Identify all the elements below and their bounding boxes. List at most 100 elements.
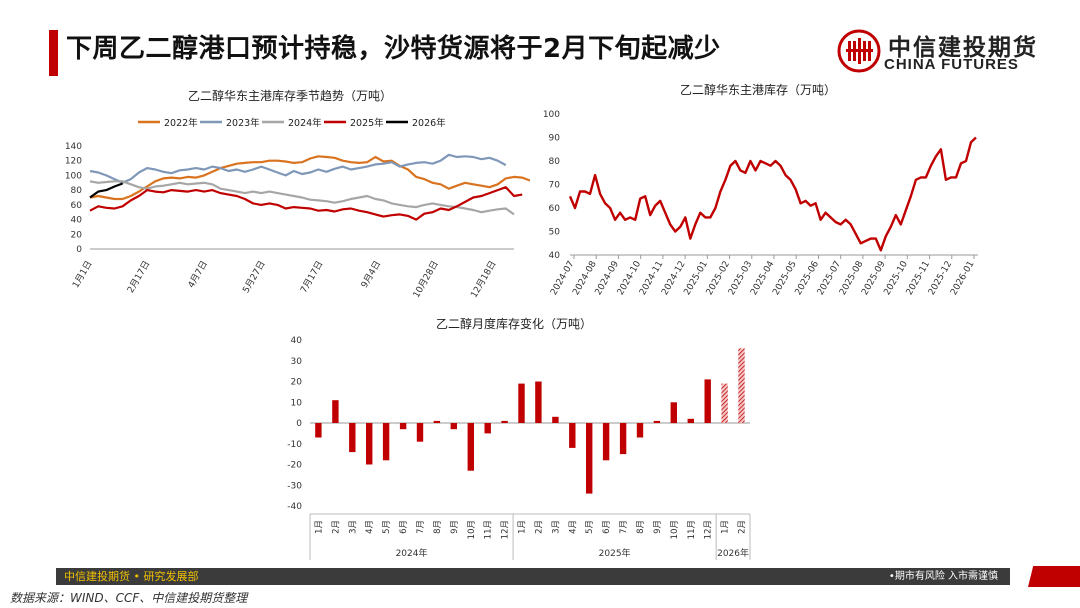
page-title: 下周乙二醇港口预计持稳，沙特货源将于2月下旬起减少 xyxy=(66,34,721,64)
x-tick-label: 4月 xyxy=(568,520,578,534)
title-accent-bar xyxy=(49,30,58,76)
bar-2025年-12月 xyxy=(704,379,711,423)
x-tick-label: 5月27日 xyxy=(241,259,268,295)
x-tick-label: 5月 xyxy=(382,520,392,534)
bar-2024年-11月 xyxy=(484,423,491,434)
y-tick-label: 100 xyxy=(65,171,82,181)
legend-label-4: 2026年 xyxy=(412,117,446,129)
x-tick-label: 12月 xyxy=(501,520,511,539)
bar-2026年-1月 xyxy=(721,383,728,423)
x-tick-label: 4月7日 xyxy=(186,259,210,290)
logo-emblem-icon xyxy=(837,29,881,73)
y-tick-label: -30 xyxy=(287,481,302,491)
bar-2025年-5月 xyxy=(586,423,593,494)
footer-bar xyxy=(56,568,1010,585)
chart-title: 乙二醇月度库存变化（万吨） xyxy=(436,316,592,331)
series-line-1 xyxy=(89,153,507,184)
y-tick-label: 30 xyxy=(291,357,303,367)
inventory-timeseries-chart: 乙二醇华东主港库存（万吨）4050607080901002024-072024-… xyxy=(543,82,978,297)
x-tick-label: 9月 xyxy=(653,520,663,534)
logo-text-en: CHINA FUTURES xyxy=(884,56,1019,73)
x-tick-label: 3月 xyxy=(348,520,358,534)
x-tick-label: 1月1日 xyxy=(70,259,94,290)
bar-2025年-4月 xyxy=(569,423,576,448)
bar-2025年-3月 xyxy=(552,416,559,423)
bar-2025年-7月 xyxy=(619,423,627,455)
y-tick-label: 100 xyxy=(543,110,560,120)
bar-2024年-5月 xyxy=(382,423,390,461)
x-tick-label: 9月 xyxy=(450,520,460,534)
bar-2024年-10月 xyxy=(467,423,474,471)
y-tick-label: 70 xyxy=(549,181,561,191)
bar-2024年-6月 xyxy=(399,423,407,430)
x-tick-label: 6月 xyxy=(399,520,409,534)
bar-2025年-11月 xyxy=(687,418,694,423)
chart-title: 乙二醇华东主港库存（万吨） xyxy=(680,82,836,97)
y-tick-label: -40 xyxy=(287,502,302,512)
bar-2024年-9月 xyxy=(450,423,457,430)
x-tick-label: 1月 xyxy=(518,520,528,534)
legend-label-3: 2025年 xyxy=(350,117,384,129)
series-line-2 xyxy=(89,180,515,216)
x-tick-label: 11月 xyxy=(687,520,697,539)
x-tick-label: 2月 xyxy=(738,520,748,534)
logo-text-cn: 中信建投期货 xyxy=(888,35,1038,61)
y-tick-label: 120 xyxy=(65,157,82,167)
bar-2025年-2月 xyxy=(535,381,542,423)
x-tick-label: 1月 xyxy=(721,520,731,534)
bar-2024年-4月 xyxy=(366,423,373,465)
y-tick-label: 80 xyxy=(549,157,561,167)
group-label: 2024年 xyxy=(396,547,428,559)
y-tick-label: 0 xyxy=(76,245,82,255)
seasonal-inventory-chart: 乙二醇华东主港库存季节趋势（万吨） 2022年 2023年 2024年 2025年 202… xyxy=(65,88,530,300)
bar-2025年-8月 xyxy=(636,423,644,438)
group-label: 2025年 xyxy=(599,547,631,559)
x-tick-label: 7月 xyxy=(416,520,426,534)
legend-label-0: 2022年 xyxy=(164,117,198,129)
y-tick-label: 80 xyxy=(71,186,83,196)
footer-risk-warning: •期市有风险 入市需谨慎 xyxy=(888,571,998,582)
x-tick-label: 4月 xyxy=(365,520,375,534)
x-tick-label: 7月 xyxy=(619,520,629,534)
series-line-4 xyxy=(89,182,123,199)
x-tick-label: 12月18日 xyxy=(469,259,499,300)
monthly-change-bar-chart: 乙二醇月度库存变化（万吨） -40 -30 -20 -10 0 10 20 30 40 1月 2月 3月… xyxy=(287,316,751,560)
x-tick-label: 10月 xyxy=(670,520,680,539)
x-tick-label: 2月 xyxy=(534,520,544,534)
x-tick-label: 9月4日 xyxy=(359,259,383,290)
y-tick-label: 90 xyxy=(549,134,561,144)
data-source: 数据来源：WIND、CCF、中信建投期货整理 xyxy=(10,591,248,605)
footer-red-accent xyxy=(1028,566,1080,587)
y-tick-label: 40 xyxy=(71,216,83,226)
y-tick-label: 10 xyxy=(291,398,303,408)
company-logo: 中信建投期货 CHINA FUTURES xyxy=(836,26,1036,78)
series-line-inventory xyxy=(568,136,977,252)
x-tick-label: 6月 xyxy=(602,520,612,534)
y-tick-label: 20 xyxy=(291,378,303,388)
legend-label-2: 2024年 xyxy=(288,117,322,129)
legend-label-1: 2023年 xyxy=(226,117,260,129)
bar-2026年-2月 xyxy=(738,348,745,423)
bar-2024年-12月 xyxy=(501,420,508,423)
y-tick-label: 50 xyxy=(549,228,561,238)
x-tick-label: 10月28日 xyxy=(411,259,441,300)
x-tick-label: 5月 xyxy=(585,520,595,534)
bar-2024年-2月 xyxy=(332,400,339,423)
bar-2024年-1月 xyxy=(315,423,322,438)
y-tick-label: 60 xyxy=(71,201,83,211)
chart-title: 乙二醇华东主港库存季节趋势（万吨） xyxy=(188,88,392,103)
y-tick-label: -10 xyxy=(287,440,302,450)
x-tick-label: 7月17日 xyxy=(298,259,325,295)
bar-2025年-6月 xyxy=(602,423,610,461)
y-tick-label: 0 xyxy=(296,419,302,429)
series-line-3 xyxy=(89,186,523,221)
y-tick-label: 140 xyxy=(65,142,82,152)
x-tick-label: 2月 xyxy=(331,520,341,534)
x-tick-label: 10月 xyxy=(467,520,477,539)
y-tick-label: 40 xyxy=(291,336,303,346)
footer-department: 中信建投期货 • 研究发展部 xyxy=(56,568,212,585)
x-tick-label: 12月 xyxy=(704,520,714,539)
x-tick-label: 2月17日 xyxy=(125,259,152,295)
x-tick-label: 8月 xyxy=(636,520,646,534)
bar-2024年-7月 xyxy=(416,423,424,442)
